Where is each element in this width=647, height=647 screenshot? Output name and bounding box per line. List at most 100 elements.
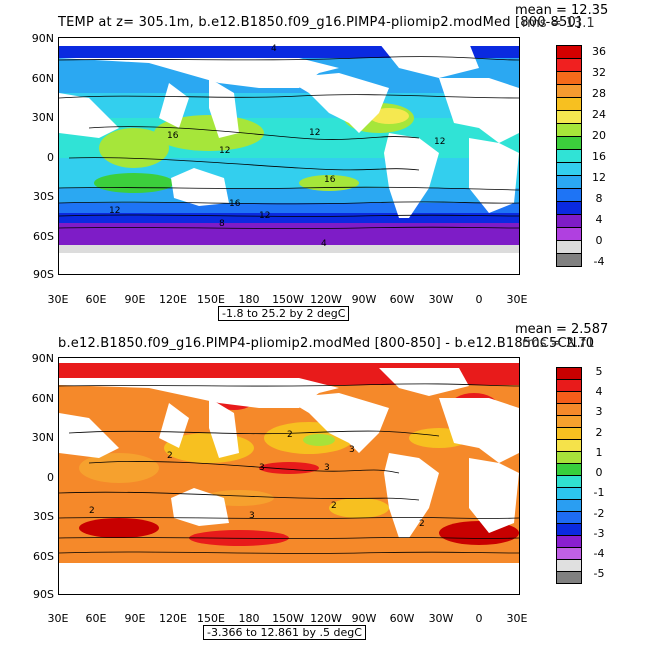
bottom-lat-label: 90N bbox=[31, 352, 54, 365]
south-america bbox=[384, 133, 439, 218]
bottom-lon-label: 150E bbox=[197, 612, 225, 625]
bottom-range: -3.366 to 12.861 by .5 degC bbox=[203, 625, 366, 640]
top-colorbar-cell bbox=[556, 58, 582, 72]
top-colorbar-cell bbox=[556, 45, 582, 59]
top-lat-label: 90N bbox=[31, 32, 54, 45]
bottom-colorbar-label: -5 bbox=[593, 567, 605, 580]
top-lat-label: 30N bbox=[31, 111, 54, 124]
bottom-colorbar-label: -1 bbox=[593, 486, 605, 499]
top-lon-label: 30E bbox=[506, 293, 528, 306]
top-colorbar-cell bbox=[556, 97, 582, 111]
top-lat-label: 0 bbox=[47, 151, 54, 164]
bottom-panel: b.e12.B1850.f09_g16.PIMP4-pliomip2.modMe… bbox=[0, 322, 647, 642]
bottom-contour-label: 2 bbox=[419, 519, 425, 529]
top-contour-label: 16 bbox=[167, 131, 179, 141]
top-contour-label: 8 bbox=[219, 219, 225, 229]
bottom-colorbar-label: 2 bbox=[595, 426, 603, 439]
australia bbox=[171, 168, 229, 206]
bottom-contour-label: 2 bbox=[287, 430, 293, 440]
bottom-colorbar: 5 4 3 2 1 0 -1 -2 -3 -4 -5 bbox=[556, 365, 616, 592]
top-contour-label: 16 bbox=[324, 175, 336, 185]
bottom-colorbar-label: 0 bbox=[595, 466, 603, 479]
top-colorbar-label: 12 bbox=[592, 171, 606, 184]
north-america bbox=[284, 73, 389, 133]
top-colorbar-cell bbox=[556, 214, 582, 228]
top-lon-label: 150W bbox=[272, 293, 304, 306]
top-lat-label: 60N bbox=[31, 72, 54, 85]
top-colorbar-label: 28 bbox=[592, 87, 606, 100]
bottom-lon-label: 180 bbox=[238, 612, 260, 625]
bottom-lat-label: 0 bbox=[47, 471, 54, 484]
top-contour-label: 12 bbox=[259, 211, 270, 221]
bottom-lon-label: 30E bbox=[506, 612, 528, 625]
top-lat-label: 90S bbox=[33, 268, 54, 281]
top-contour-label: 12 bbox=[219, 146, 230, 156]
africa-south bbox=[469, 138, 519, 213]
bottom-lon-label: 90W bbox=[351, 612, 377, 625]
bottom-lon-label: 60W bbox=[389, 612, 415, 625]
top-lon-label: 0 bbox=[475, 293, 483, 306]
bottom-lon-label: 150W bbox=[272, 612, 304, 625]
greenland bbox=[379, 43, 479, 78]
top-colorbar-cell bbox=[556, 175, 582, 189]
bottom-lon-label: 120E bbox=[159, 612, 187, 625]
bottom-mean: mean = 2.587 bbox=[515, 322, 609, 337]
top-lat-label: 30S bbox=[33, 190, 54, 203]
top-contour-label: 12 bbox=[309, 128, 320, 138]
bottom-contour-label: 3 bbox=[349, 445, 355, 455]
bottom-lat-label: 30N bbox=[31, 431, 54, 444]
top-lon-label: 30W bbox=[428, 293, 454, 306]
bottom-contour-label: 3 bbox=[324, 463, 330, 473]
top-map-svg: 4 16 12 12 12 16 12 16 12 8 4 bbox=[59, 38, 519, 274]
top-rms: rms = 13.1 bbox=[522, 16, 595, 31]
bottom-contour-label: 2 bbox=[167, 451, 173, 461]
top-lon-label: 150E bbox=[197, 293, 225, 306]
top-colorbar-cell bbox=[556, 240, 582, 254]
top-lon-label: 120W bbox=[310, 293, 342, 306]
top-colorbar-label: 32 bbox=[592, 66, 606, 79]
top-contour-label: 4 bbox=[271, 44, 277, 54]
bottom-contour-label: 2 bbox=[331, 501, 337, 511]
bottom-lat-label: 30S bbox=[33, 510, 54, 523]
bottom-lon-label: 0 bbox=[475, 612, 483, 625]
bottom-colorbar-label: 3 bbox=[595, 405, 603, 418]
bottom-lon-label: 60E bbox=[85, 612, 107, 625]
bottom-title: b.e12.B1850.f09_g16.PIMP4-pliomip2.modMe… bbox=[58, 336, 595, 351]
top-colorbar-label: 0 bbox=[595, 234, 603, 247]
top-lat-label: 60S bbox=[33, 230, 54, 243]
india bbox=[159, 83, 189, 128]
top-lon-label: 180 bbox=[238, 293, 260, 306]
bottom-colorbar-label: 5 bbox=[595, 365, 603, 378]
top-contour-label: 16 bbox=[229, 199, 241, 209]
se-asia bbox=[209, 78, 239, 138]
top-colorbar-cell bbox=[556, 71, 582, 85]
bottom-colorbar-label: 1 bbox=[595, 446, 603, 459]
top-contour-label: 4 bbox=[321, 239, 327, 249]
top-colorbar-label: 16 bbox=[592, 150, 606, 163]
top-colorbar-cell bbox=[556, 136, 582, 150]
top-colorbar-label: 36 bbox=[592, 45, 606, 58]
top-colorbar-cell bbox=[556, 123, 582, 137]
top-colorbar-cell bbox=[556, 149, 582, 163]
bottom-lat-label: 60S bbox=[33, 550, 54, 563]
top-lon-label: 90W bbox=[351, 293, 377, 306]
eurasia-north bbox=[59, 58, 339, 88]
top-colorbar-label: 20 bbox=[592, 129, 606, 142]
top-colorbar-label: 8 bbox=[595, 192, 603, 205]
top-colorbar-label: -4 bbox=[593, 255, 605, 268]
top-colorbar-cell bbox=[556, 84, 582, 98]
bottom-colorbar-label: -4 bbox=[593, 547, 605, 560]
top-colorbar: 36 32 28 24 20 16 12 8 4 0 -4 bbox=[556, 45, 616, 270]
top-colorbar-cell bbox=[556, 227, 582, 241]
top-title: TEMP at z= 305.1m, b.e12.B1850.f09_g16.P… bbox=[58, 15, 582, 30]
bottom-map-svg: 2 3 2 3 3 2 2 3 2 bbox=[59, 358, 519, 594]
top-lon-label: 30E bbox=[47, 293, 69, 306]
top-range: -1.8 to 25.2 by 2 degC bbox=[218, 306, 350, 321]
bottom-map: 2 3 2 3 3 2 2 3 2 bbox=[58, 357, 520, 595]
bottom-contour-label: 3 bbox=[249, 511, 255, 521]
bottom-contour-label: 3 bbox=[259, 463, 265, 473]
europe-africa bbox=[439, 78, 519, 143]
top-mean: mean = 12.35 bbox=[515, 3, 609, 18]
top-map: 4 16 12 12 12 16 12 16 12 8 4 bbox=[58, 37, 520, 275]
bottom-colorbar-label: 4 bbox=[595, 385, 603, 398]
